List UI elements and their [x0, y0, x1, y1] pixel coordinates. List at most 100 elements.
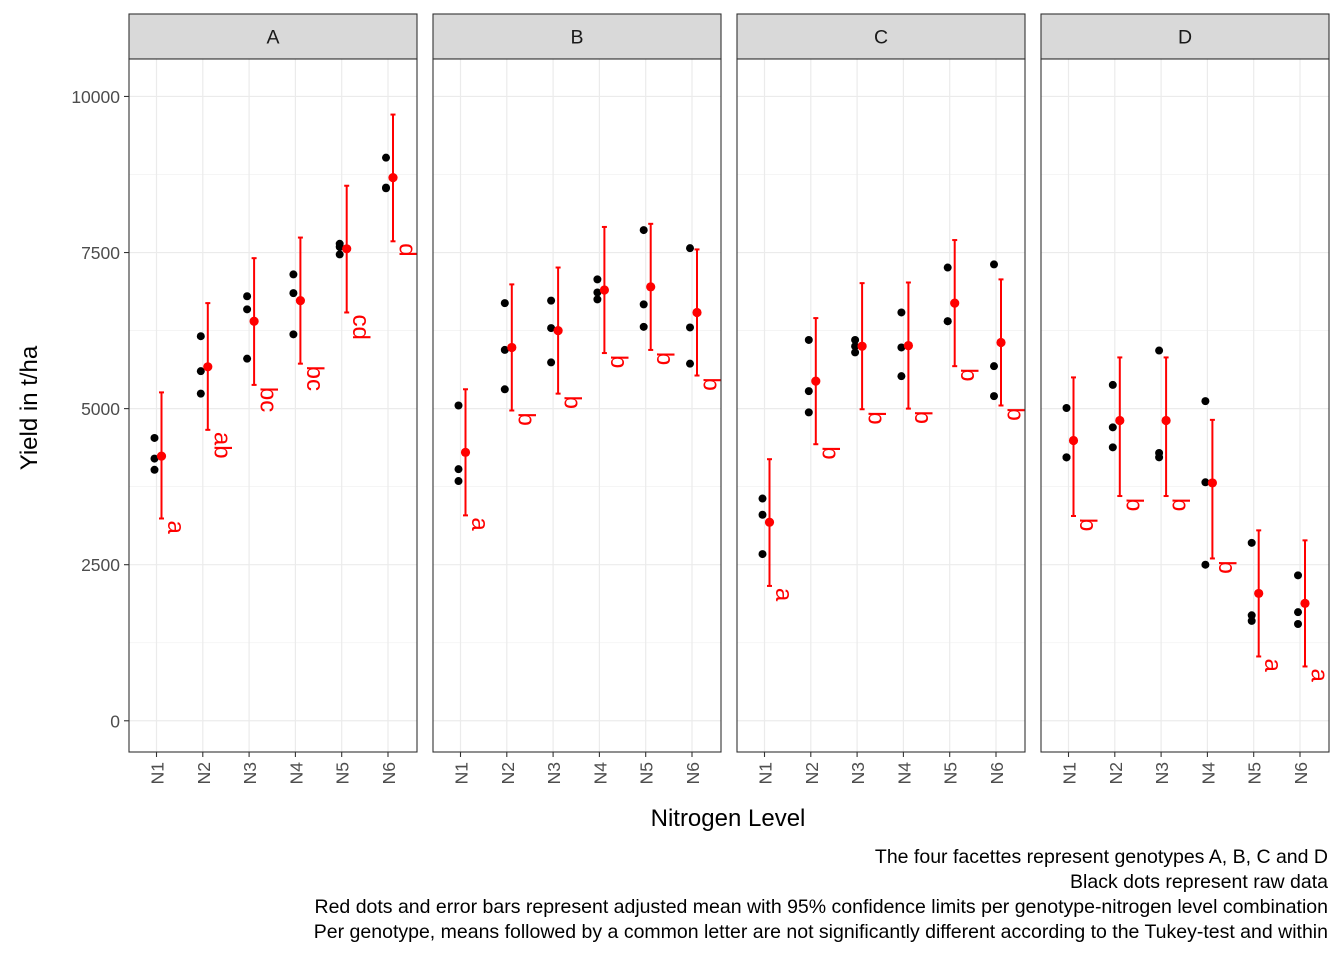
raw-data-point	[990, 392, 998, 401]
y-axis-title: Yield in t/ha	[16, 345, 43, 470]
raw-data-point	[289, 289, 298, 298]
compact-letter: b	[909, 411, 936, 424]
panel-border	[128, 58, 418, 753]
chart-caption: The four facettes represent genotypes A,…	[314, 845, 1328, 945]
compact-letter: b	[1002, 408, 1029, 421]
compact-letter: b	[863, 411, 890, 424]
raw-data-point	[547, 324, 556, 333]
caption-line-2: Black dots represent raw data	[1070, 871, 1328, 893]
facet-strip-label: A	[266, 27, 279, 49]
y-tick-label: 0	[110, 711, 120, 731]
raw-data-point	[639, 322, 648, 331]
raw-data-point	[1108, 423, 1117, 432]
raw-data-point	[593, 275, 602, 284]
raw-data-point	[804, 335, 813, 344]
mean-point	[950, 298, 960, 308]
raw-data-point	[1201, 478, 1210, 487]
mean-point	[156, 451, 167, 461]
raw-data-point	[382, 153, 390, 162]
raw-data-point	[1294, 608, 1302, 617]
mean-point	[295, 296, 305, 306]
raw-data-point	[547, 296, 556, 305]
compact-letter: a	[770, 588, 797, 602]
y-tick-label: 5000	[81, 399, 120, 419]
raw-data-point	[1294, 571, 1302, 580]
raw-data-point	[897, 372, 906, 381]
compact-letter: bc	[301, 366, 328, 391]
mean-point	[249, 316, 259, 326]
raw-data-point	[289, 330, 298, 339]
panel-background	[1041, 59, 1329, 752]
y-tick-label: 2500	[81, 555, 120, 575]
raw-data-point	[851, 335, 860, 344]
mean-point	[1161, 415, 1171, 426]
raw-data-point	[382, 184, 390, 193]
raw-data-point	[1108, 380, 1117, 389]
compact-letter: a	[466, 517, 493, 531]
compact-letter: b	[698, 378, 725, 391]
mean-point	[692, 307, 702, 318]
facet-panel-d: Db b b b a a N1 N2 N3 N4 N5 N6	[1040, 13, 1333, 785]
raw-data-point	[758, 510, 767, 519]
x-tick-label: N4	[286, 762, 306, 785]
raw-data-point	[758, 494, 767, 503]
panel-border	[1040, 58, 1330, 753]
raw-data-point	[196, 389, 205, 398]
raw-data-point	[1201, 560, 1210, 569]
compact-letter: b	[512, 412, 539, 425]
raw-data-point	[335, 250, 344, 259]
compact-letter: a	[162, 521, 189, 535]
raw-data-point	[639, 300, 648, 309]
raw-data-point	[758, 550, 767, 559]
raw-data-point	[243, 292, 252, 301]
facet-strip	[432, 13, 722, 60]
mean-point	[1254, 588, 1264, 599]
compact-letter: b	[1074, 518, 1101, 531]
x-tick-label: N3	[544, 762, 564, 784]
y-tick-label: 7500	[81, 243, 120, 263]
compact-letter: d	[394, 243, 421, 256]
raw-data-point	[150, 433, 159, 442]
mean-point	[203, 362, 213, 372]
caption-line-1: The four facettes represent genotypes A,…	[874, 846, 1328, 868]
x-tick-label: N4	[1198, 762, 1218, 785]
raw-data-point	[150, 454, 159, 463]
raw-data-point	[500, 385, 509, 394]
facet-strip-label: B	[570, 27, 583, 49]
x-tick-label: N1	[148, 762, 168, 784]
raw-data-point	[686, 359, 694, 368]
raw-data-point	[1247, 611, 1256, 620]
raw-data-point	[1155, 453, 1164, 462]
compact-letter: b	[605, 355, 632, 368]
raw-data-point	[851, 342, 860, 351]
mean-point	[342, 244, 352, 254]
x-tick-label: N3	[1152, 762, 1172, 784]
x-tick-label: N6	[379, 762, 399, 784]
panel-background	[737, 59, 1025, 752]
raw-data-point	[196, 367, 205, 376]
facet-strip	[128, 13, 418, 60]
raw-data-point	[1062, 453, 1071, 462]
compact-letter: ab	[208, 432, 235, 459]
mean-point	[903, 340, 914, 351]
mean-point	[1068, 435, 1079, 446]
x-tick-label: N2	[498, 762, 518, 784]
facet-panel-c: Ca b b b b b N1 N2 N3 N4 N5 N6	[736, 13, 1029, 784]
compact-letter: a	[1259, 658, 1286, 672]
x-tick-label: N2	[802, 762, 822, 784]
facet-strip	[736, 13, 1026, 60]
raw-data-point	[547, 358, 556, 367]
faceted-yield-chart: Yield in t/ha Nitrogen Level 0 2500 5000 75…	[16, 13, 1333, 832]
mean-point	[1207, 478, 1217, 488]
facet-panel-b: Ba b b b b b N1 N2 N3 N4 N5 N6	[432, 13, 725, 784]
x-tick-label: N5	[941, 762, 961, 784]
raw-data-point	[990, 362, 998, 371]
compact-letter: b	[1213, 560, 1240, 573]
compact-letter: bc	[255, 387, 282, 412]
x-tick-label: N5	[637, 762, 657, 784]
x-tick-label: N1	[452, 762, 472, 784]
mean-point	[811, 376, 821, 386]
raw-data-point	[1294, 620, 1302, 629]
x-tick-label: N2	[1106, 762, 1126, 784]
mean-point	[764, 517, 775, 527]
